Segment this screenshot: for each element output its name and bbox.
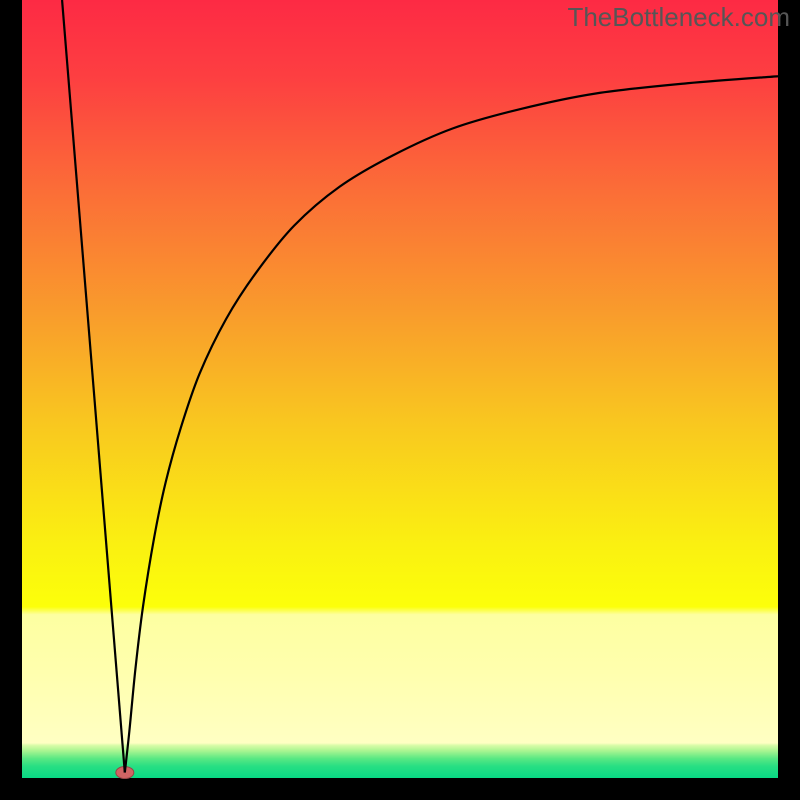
bottleneck-curve xyxy=(22,0,778,778)
chart-stage: TheBottleneck.com xyxy=(0,0,800,800)
plot-area xyxy=(22,0,778,778)
curve-left-branch xyxy=(62,0,125,773)
curve-right-branch xyxy=(125,76,778,772)
watermark-text: TheBottleneck.com xyxy=(567,2,790,33)
